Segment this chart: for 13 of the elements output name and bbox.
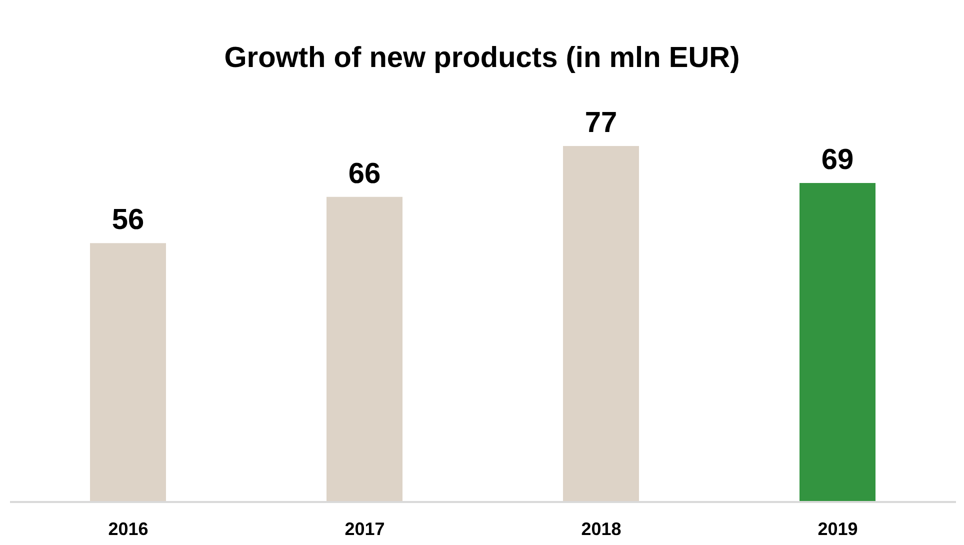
x-tick-label: 2016	[108, 518, 148, 539]
x-tick-label: 2019	[818, 518, 858, 539]
data-label: 66	[348, 158, 381, 190]
chart-title: Growth of new products (in mln EUR)	[223, 42, 741, 75]
bar	[326, 196, 402, 502]
x-tick-label: 2018	[581, 518, 622, 539]
data-label: 77	[584, 107, 618, 139]
data-label: 69	[821, 144, 854, 176]
bar	[563, 146, 639, 502]
x-tick-label: 2017	[344, 518, 385, 539]
bar	[800, 182, 876, 502]
bar	[90, 243, 166, 502]
data-label: 56	[112, 204, 144, 236]
